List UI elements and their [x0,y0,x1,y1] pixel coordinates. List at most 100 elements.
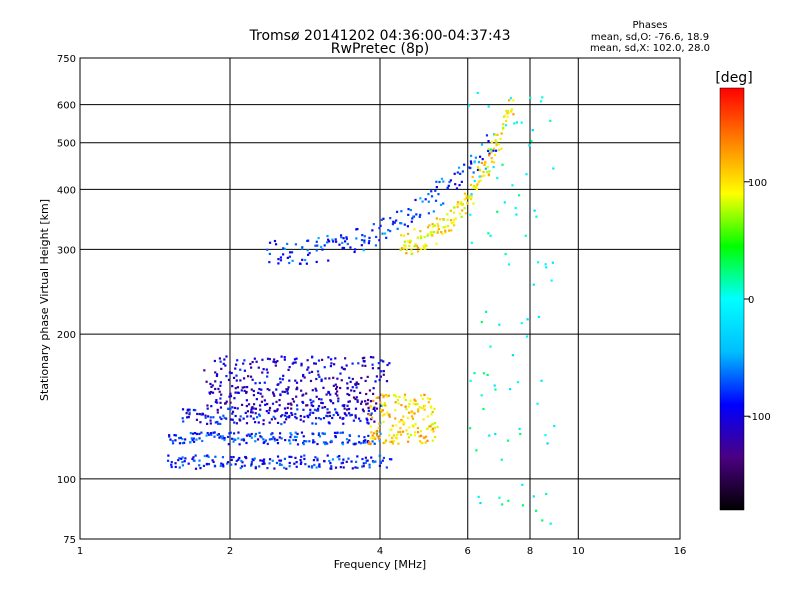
data-point [487,154,491,157]
data-point [308,413,311,416]
data-point [310,401,313,404]
data-point [409,208,412,212]
data-point [353,248,357,251]
data-point [295,357,298,360]
data-point [419,236,423,240]
data-point [379,432,382,435]
data-point [231,406,234,409]
data-point [341,461,345,464]
data-point [371,229,374,232]
data-point [284,438,287,442]
data-point [394,401,397,404]
data-point [372,223,375,226]
data-point [369,413,372,416]
data-point [329,467,332,470]
data-point [324,443,327,446]
data-point [231,437,234,440]
data-point [513,122,516,125]
data-point [221,456,225,459]
data-point [185,412,188,415]
data-point [205,422,209,425]
data-point [268,241,272,244]
data-point [352,396,356,399]
data-point [487,147,490,151]
data-point [179,436,182,439]
data-point [276,442,280,445]
data-point [502,123,505,126]
data-point [336,413,340,416]
data-point [550,279,553,282]
data-point [351,386,354,389]
data-point [395,437,399,440]
data-point [215,398,218,402]
data-point [449,219,453,222]
data-point [459,200,463,204]
data-point [334,387,338,390]
data-point [304,463,307,466]
data-point [336,394,339,397]
data-point [275,400,278,403]
data-point [371,363,374,366]
data-point [370,431,373,434]
data-point [440,177,444,180]
data-point [507,112,510,115]
data-point [295,417,298,420]
data-point [448,180,451,184]
data-point [461,209,464,212]
data-point [258,387,261,391]
data-point [284,411,287,414]
data-point [486,373,489,377]
data-point [414,403,417,406]
data-point [317,373,320,376]
data-point [342,246,346,250]
data-point [436,230,439,233]
data-point [318,465,321,468]
data-point [311,389,314,392]
data-point [250,460,254,464]
data-point [259,435,262,438]
data-point [249,415,252,418]
data-point [222,465,225,468]
data-point [386,411,389,414]
data-point [356,466,359,469]
data-point [362,249,365,252]
data-point [290,403,293,406]
data-point [178,437,181,440]
data-point [419,440,422,443]
data-point [270,437,273,441]
data-point [438,180,441,184]
data-point [359,419,362,423]
data-point [377,426,380,430]
data-point [292,400,296,403]
data-point [249,411,253,414]
data-point [329,364,333,368]
data-point [500,147,503,150]
data-point [219,381,222,384]
data-point [236,386,240,389]
data-point [363,356,366,359]
data-point [341,241,344,244]
data-point [174,434,178,437]
data-point [240,465,244,468]
data-point [250,464,253,467]
data-point [235,374,238,377]
data-point [456,203,459,206]
data-point [205,434,208,437]
data-point [289,436,292,439]
y-tick-label: 75 [63,535,76,546]
data-point [349,380,352,383]
data-point [181,437,184,441]
data-point [216,420,219,424]
data-point [190,437,193,440]
data-point [488,152,491,155]
data-point [493,161,496,164]
data-point [240,438,243,441]
data-point [289,251,292,254]
data-point [171,442,175,445]
data-point [382,441,385,445]
data-point [425,244,428,248]
data-point [340,462,343,465]
data-point [209,382,212,386]
data-point [498,496,501,499]
data-point [301,246,304,249]
